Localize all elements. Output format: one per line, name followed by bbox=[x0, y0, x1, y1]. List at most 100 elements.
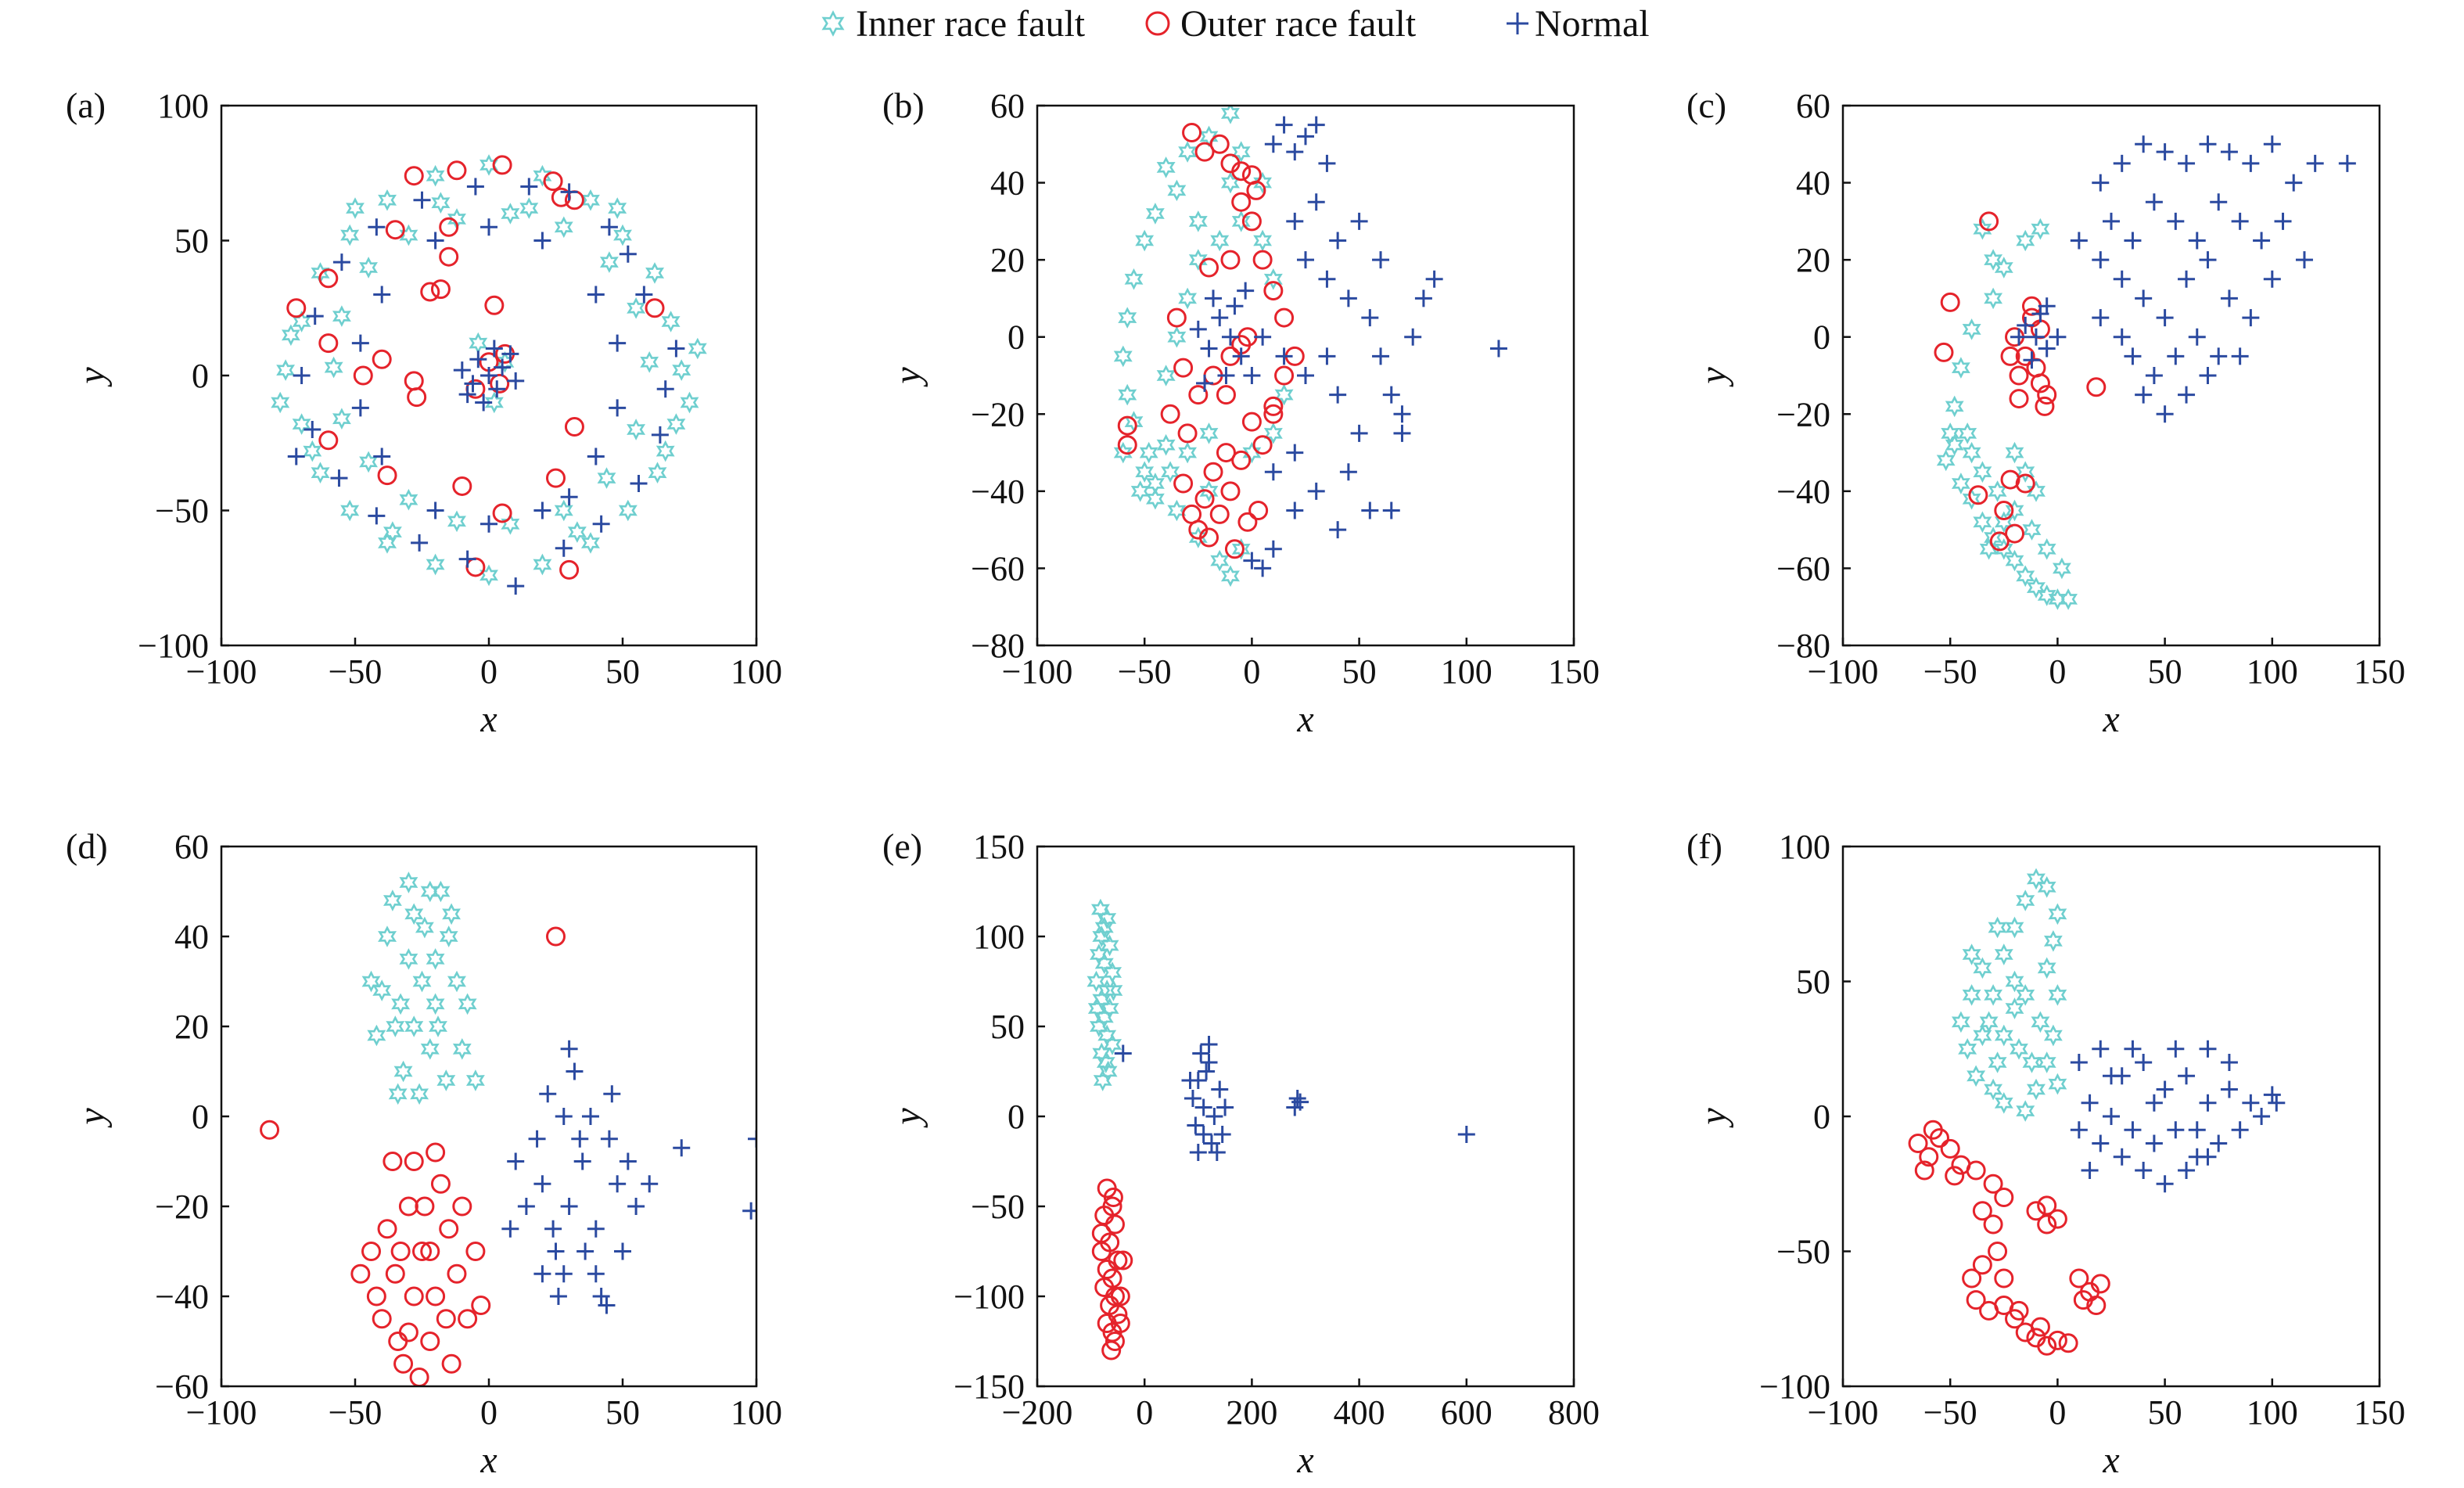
data-point bbox=[399, 224, 418, 246]
series-outer-race-fault bbox=[286, 155, 665, 580]
data-point bbox=[1923, 1120, 1943, 1140]
data-point bbox=[2113, 1148, 2131, 1166]
data-point bbox=[1994, 501, 2014, 520]
data-point bbox=[2156, 1175, 2174, 1193]
data-point bbox=[533, 232, 551, 250]
data-point bbox=[410, 1083, 429, 1105]
data-point bbox=[415, 1196, 435, 1217]
data-point bbox=[2047, 1330, 2067, 1350]
y-tick-label: −60 bbox=[1776, 549, 1830, 588]
y-tick-label: 20 bbox=[174, 1008, 209, 1046]
legend-item: Normal bbox=[1507, 3, 1650, 45]
data-point bbox=[372, 349, 392, 369]
data-point bbox=[1241, 412, 1262, 432]
data-point bbox=[1275, 116, 1293, 134]
data-point bbox=[426, 948, 445, 970]
data-point bbox=[2338, 154, 2356, 172]
data-point bbox=[501, 203, 520, 225]
data-point bbox=[1200, 1054, 1218, 1071]
data-point bbox=[2037, 876, 2056, 898]
data-point bbox=[2037, 1214, 2057, 1235]
data-point bbox=[2231, 347, 2249, 365]
data-point bbox=[2058, 1333, 2078, 1353]
scatter-panel: −200 0 200 400 600 800 −150 −100 −50 0 50 100 150 x y (… bbox=[882, 826, 1600, 1481]
plot-frame bbox=[1036, 104, 1575, 647]
data-point bbox=[1199, 527, 1219, 548]
series-normal bbox=[2010, 135, 2356, 423]
data-point bbox=[2037, 385, 2057, 405]
data-point bbox=[1967, 1065, 1986, 1087]
data-point bbox=[598, 1296, 616, 1314]
data-point bbox=[673, 1139, 691, 1157]
data-point bbox=[533, 1175, 551, 1193]
y-axis-label: y bbox=[1693, 367, 1734, 388]
data-point bbox=[1210, 549, 1230, 572]
data-point bbox=[306, 307, 324, 325]
data-point bbox=[1919, 1147, 1939, 1167]
series-outer-race-fault bbox=[1908, 1120, 2110, 1356]
data-point bbox=[318, 333, 339, 354]
data-point bbox=[1966, 1290, 1986, 1310]
data-point bbox=[2268, 1094, 2286, 1112]
data-point bbox=[1189, 320, 1207, 338]
y-tick-label: −60 bbox=[971, 549, 1025, 588]
scatter-panel: −100 −50 0 50 100 150 −80 −60 −40 −20 0 20 40 60 x y (c) bbox=[1686, 85, 2405, 740]
data-point bbox=[286, 298, 307, 318]
data-point bbox=[651, 426, 669, 444]
data-point bbox=[1274, 383, 1294, 406]
data-point bbox=[609, 334, 627, 352]
data-point bbox=[614, 1242, 631, 1260]
data-point bbox=[1989, 531, 2010, 552]
data-point bbox=[1130, 480, 1150, 502]
data-point bbox=[1979, 211, 1999, 232]
data-point bbox=[2124, 232, 2142, 250]
data-point bbox=[680, 391, 699, 414]
data-point bbox=[2022, 1051, 2042, 1073]
data-point bbox=[1089, 1015, 1108, 1037]
data-point bbox=[2178, 386, 2196, 404]
data-point bbox=[2048, 903, 2067, 926]
panel-label: (a) bbox=[66, 85, 106, 125]
panels: −100 −50 0 50 100 −100 −50 0 50 100 x y (a) −100 −50 0 5… bbox=[66, 85, 2405, 1481]
data-point bbox=[2199, 1148, 2217, 1166]
data-point bbox=[2306, 154, 2324, 172]
data-point bbox=[560, 1040, 578, 1058]
data-point bbox=[1275, 347, 1293, 365]
y-tick-label: −100 bbox=[954, 1278, 1025, 1316]
y-axis-label: y bbox=[71, 367, 113, 388]
data-point bbox=[1972, 1201, 1992, 1221]
plot-area bbox=[1087, 898, 1475, 1360]
data-point bbox=[1951, 473, 1970, 494]
data-point bbox=[1139, 441, 1158, 464]
data-point bbox=[1202, 1134, 1220, 1152]
data-point bbox=[1188, 210, 1208, 232]
data-point bbox=[480, 154, 498, 176]
data-point bbox=[1297, 128, 1314, 146]
data-point bbox=[464, 375, 482, 393]
data-point bbox=[1209, 504, 1230, 524]
data-point bbox=[619, 1152, 637, 1170]
data-point bbox=[426, 553, 445, 576]
x-axis-label: x bbox=[2102, 699, 2119, 740]
x-tick-label: 150 bbox=[1548, 652, 1600, 691]
data-point bbox=[2037, 538, 2056, 560]
data-point bbox=[1104, 979, 1123, 1001]
data-point bbox=[2010, 328, 2028, 346]
x-tick-label: 100 bbox=[731, 652, 782, 691]
data-point bbox=[1264, 463, 1282, 481]
data-point bbox=[1213, 1126, 1231, 1143]
data-point bbox=[1994, 1188, 2014, 1207]
x-tick-label: −100 bbox=[1808, 1393, 1879, 1432]
data-point bbox=[1178, 141, 1198, 163]
data-point bbox=[2016, 890, 2035, 911]
data-point bbox=[1103, 1188, 1123, 1207]
data-point bbox=[555, 539, 573, 557]
data-point bbox=[667, 340, 685, 358]
data-point bbox=[2090, 1274, 2110, 1294]
data-point bbox=[426, 232, 444, 250]
data-point bbox=[383, 890, 402, 911]
data-point bbox=[2145, 367, 2163, 384]
series-inner-race-fault bbox=[1087, 898, 1123, 1091]
data-point bbox=[2135, 289, 2153, 307]
data-point bbox=[2263, 1086, 2281, 1104]
